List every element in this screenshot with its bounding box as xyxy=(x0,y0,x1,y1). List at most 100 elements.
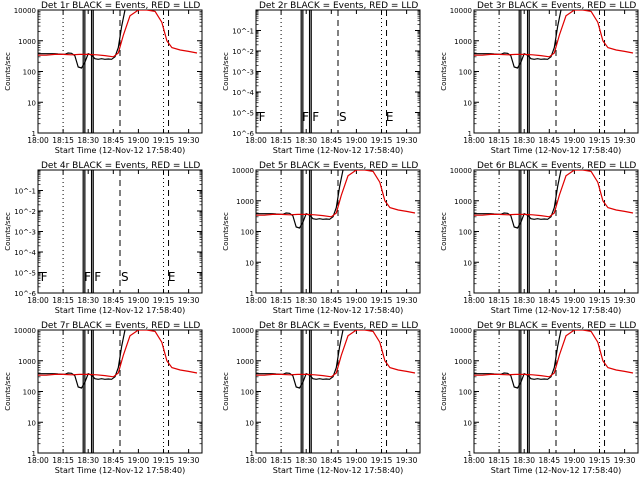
flag-marker-f: F xyxy=(84,270,91,284)
y-axis-label: Counts/sec xyxy=(222,212,230,251)
y-tick-label: 1 xyxy=(468,130,472,138)
x-tick-label: 19:00 xyxy=(346,456,368,465)
x-axis-label: Start Time (12-Nov-12 17:58:40) xyxy=(55,466,185,475)
y-tick-label: 10000 xyxy=(14,7,36,15)
y-tick-label: 10^-1 xyxy=(14,188,36,196)
y-axis-label: Counts/sec xyxy=(440,212,448,251)
x-tick-label: 18:15 xyxy=(488,296,510,305)
x-tick-label: 19:15 xyxy=(371,456,393,465)
x-tick-label: 18:30 xyxy=(295,136,317,145)
y-tick-label: 10 xyxy=(463,419,472,427)
y-tick-label: 1 xyxy=(32,130,36,138)
y-tick-label: 1 xyxy=(250,290,254,298)
x-tick-label: 19:30 xyxy=(178,296,200,305)
y-tick-label: 10^-6 xyxy=(232,130,254,138)
x-tick-label: 18:30 xyxy=(77,456,99,465)
y-tick-label: 100 xyxy=(23,389,36,397)
y-axis-label: Counts/sec xyxy=(4,212,12,251)
series-lld xyxy=(474,10,634,58)
y-tick-label: 10^-2 xyxy=(14,208,36,216)
y-tick-label: 10^-3 xyxy=(232,69,254,77)
x-tick-label: 18:00 xyxy=(463,296,485,305)
x-tick-label: 18:15 xyxy=(270,136,292,145)
y-tick-label: 10 xyxy=(463,99,472,107)
x-tick-label: 18:15 xyxy=(270,456,292,465)
y-tick-label: 1000 xyxy=(236,198,254,206)
x-tick-label: 18:00 xyxy=(245,296,267,305)
y-tick-label: 10000 xyxy=(14,327,36,335)
y-tick-label: 10^-3 xyxy=(14,229,36,237)
x-tick-label: 19:15 xyxy=(153,296,175,305)
x-axis-label: Start Time (12-Nov-12 17:58:40) xyxy=(491,306,621,315)
x-axis-label: Start Time (12-Nov-12 17:58:40) xyxy=(273,306,403,315)
y-tick-label: 1 xyxy=(468,450,472,458)
y-tick-label: 10^-5 xyxy=(14,270,36,278)
x-tick-label: 19:30 xyxy=(614,456,636,465)
x-tick-label: 18:45 xyxy=(538,456,560,465)
y-axis-label: Counts/sec xyxy=(222,372,230,411)
x-tick-label: 18:00 xyxy=(245,456,267,465)
x-tick-label: 19:30 xyxy=(614,136,636,145)
y-tick-label: 10^-4 xyxy=(232,89,254,97)
flag-marker-s: S xyxy=(121,270,129,284)
panel-title: Det 4r BLACK = Events, RED = LLD xyxy=(41,161,200,171)
y-tick-label: 1000 xyxy=(454,358,472,366)
x-tick-label: 18:00 xyxy=(27,456,49,465)
series-lld xyxy=(474,170,634,218)
x-tick-label: 19:00 xyxy=(564,296,586,305)
x-tick-label: 18:45 xyxy=(538,136,560,145)
panel-title: Det 9r BLACK = Events, RED = LLD xyxy=(477,321,636,331)
x-tick-label: 18:45 xyxy=(102,296,124,305)
x-tick-label: 18:30 xyxy=(513,136,535,145)
y-tick-label: 10 xyxy=(245,419,254,427)
y-tick-label: 10^-4 xyxy=(14,249,36,257)
flag-marker-f: F xyxy=(302,110,309,124)
y-tick-label: 1000 xyxy=(454,198,472,206)
x-tick-label: 19:30 xyxy=(396,296,418,305)
x-tick-label: 18:15 xyxy=(270,296,292,305)
x-tick-label: 19:15 xyxy=(589,456,611,465)
y-tick-label: 1000 xyxy=(236,358,254,366)
y-tick-label: 10 xyxy=(245,259,254,267)
flag-marker-f: F xyxy=(41,270,48,284)
y-tick-label: 10^-1 xyxy=(232,28,254,36)
series-lld xyxy=(38,10,198,58)
panel-title: Det 1r BLACK = Events, RED = LLD xyxy=(41,1,200,11)
y-tick-label: 100 xyxy=(459,69,472,77)
flag-marker-s: S xyxy=(339,110,347,124)
y-axis-label: Counts/sec xyxy=(440,52,448,91)
x-axis-label: Start Time (12-Nov-12 17:58:40) xyxy=(491,146,621,155)
panel-title: Det 3r BLACK = Events, RED = LLD xyxy=(477,1,636,11)
flag-marker-f: F xyxy=(94,270,101,284)
x-tick-label: 19:00 xyxy=(564,136,586,145)
x-tick-label: 18:15 xyxy=(52,296,74,305)
panel-title: Det 5r BLACK = Events, RED = LLD xyxy=(259,161,418,171)
x-tick-label: 18:45 xyxy=(102,456,124,465)
x-tick-label: 19:30 xyxy=(178,456,200,465)
flag-marker-f: F xyxy=(259,110,266,124)
x-tick-label: 19:30 xyxy=(178,136,200,145)
y-tick-label: 10000 xyxy=(450,327,472,335)
y-tick-label: 10 xyxy=(463,259,472,267)
x-axis-label: Start Time (12-Nov-12 17:58:40) xyxy=(55,306,185,315)
x-tick-label: 19:15 xyxy=(589,136,611,145)
x-tick-label: 18:30 xyxy=(513,456,535,465)
x-tick-label: 19:00 xyxy=(128,296,150,305)
x-tick-label: 18:45 xyxy=(320,296,342,305)
x-tick-label: 18:45 xyxy=(102,136,124,145)
x-tick-label: 19:30 xyxy=(396,456,418,465)
x-tick-label: 18:45 xyxy=(320,136,342,145)
y-tick-label: 100 xyxy=(459,389,472,397)
y-tick-label: 10 xyxy=(27,99,36,107)
x-tick-label: 19:00 xyxy=(346,296,368,305)
y-axis-label: Counts/sec xyxy=(440,372,448,411)
x-tick-label: 18:15 xyxy=(488,456,510,465)
x-tick-label: 18:00 xyxy=(463,136,485,145)
y-axis-label: Counts/sec xyxy=(4,52,12,91)
x-tick-label: 18:30 xyxy=(295,296,317,305)
y-tick-label: 10^-5 xyxy=(232,110,254,118)
y-tick-label: 1000 xyxy=(18,358,36,366)
